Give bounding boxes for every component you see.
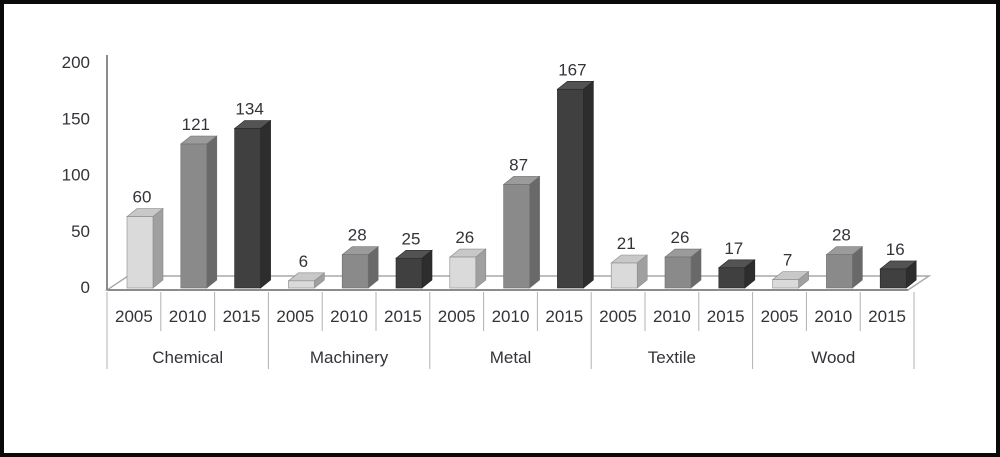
bar-wood-2010 [826, 254, 853, 289]
year-label: 2010 [492, 307, 530, 326]
bar-metal-2010 [503, 184, 530, 289]
bar-chemical-2005 [126, 216, 154, 289]
bar-metal-2005 [449, 256, 477, 289]
value-label: 25 [402, 229, 421, 248]
y-axis-label: 100 [62, 166, 90, 185]
value-label: 16 [886, 240, 905, 259]
value-label: 28 [832, 226, 851, 245]
bar-machinery-2005 [288, 280, 315, 289]
value-label: 28 [348, 226, 367, 245]
value-label: 21 [617, 234, 636, 253]
value-label: 87 [509, 155, 528, 174]
value-label: 26 [455, 228, 474, 247]
year-label: 2005 [276, 307, 314, 326]
year-label: 2015 [868, 307, 906, 326]
bar-chemical-2010-side [206, 135, 218, 289]
value-label: 26 [671, 228, 690, 247]
bar-chemical-2015-side [260, 119, 271, 289]
bar-machinery-2010 [341, 254, 369, 289]
category-label: Wood [811, 348, 855, 367]
bar-metal-2010-side [529, 175, 540, 289]
bar-metal-2015-side [583, 80, 594, 289]
bar-wood-2015 [879, 268, 907, 289]
y-axis-label: 200 [62, 53, 90, 72]
value-label: 7 [783, 251, 792, 270]
value-label: 121 [182, 115, 210, 134]
y-axis-label: 150 [62, 109, 90, 128]
year-label: 2015 [384, 307, 422, 326]
category-label: Textile [648, 348, 696, 367]
y-axis-label: 50 [71, 222, 90, 241]
bar-textile-2010 [664, 256, 692, 289]
bar-chemical-2015 [234, 128, 261, 289]
year-label: 2015 [545, 307, 583, 326]
year-label: 2005 [761, 307, 799, 326]
value-label: 60 [133, 188, 152, 207]
y-axis-label: 0 [81, 278, 90, 297]
bar-chemical-2010 [180, 143, 208, 289]
category-label: Chemical [152, 348, 223, 367]
year-label: 2005 [115, 307, 153, 326]
year-label: 2015 [223, 307, 261, 326]
category-label: Metal [490, 348, 532, 367]
value-label: 167 [558, 60, 586, 79]
bar-chemical-2005-side [152, 207, 164, 289]
year-label: 2010 [330, 307, 368, 326]
bar-textile-2015 [718, 267, 746, 289]
value-label: 134 [235, 100, 263, 119]
year-label: 2015 [707, 307, 745, 326]
year-label: 2005 [438, 307, 476, 326]
value-label: 6 [299, 252, 308, 271]
year-label: 2010 [653, 307, 691, 326]
bar-machinery-2015 [395, 257, 423, 289]
bar-wood-2005 [772, 279, 799, 289]
year-label: 2005 [599, 307, 637, 326]
value-label: 17 [724, 239, 743, 258]
year-label: 2010 [169, 307, 207, 326]
bar-metal-2015 [557, 88, 584, 289]
year-label: 2010 [814, 307, 852, 326]
category-label: Machinery [310, 348, 389, 367]
bar-textile-2005 [610, 262, 638, 289]
